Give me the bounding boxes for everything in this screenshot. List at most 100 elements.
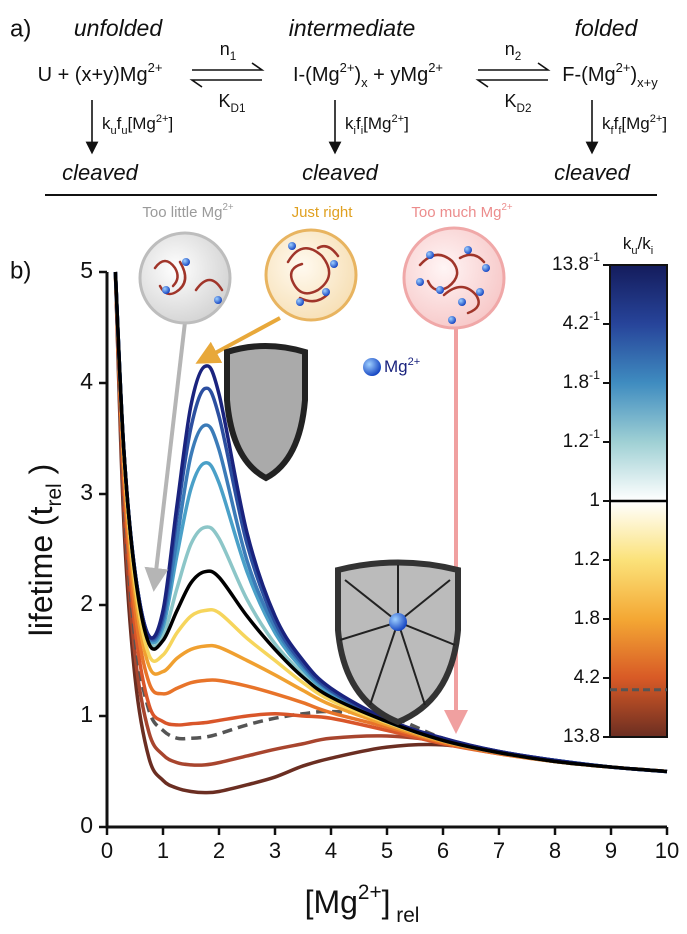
text-part: ] — [169, 114, 174, 133]
text-part: K — [505, 91, 517, 111]
text-part: f — [611, 125, 615, 137]
x-tick-label: 0 — [101, 838, 113, 863]
text-part: 4.2 — [574, 667, 600, 688]
species: I-(Mg2+)x + yMg2+ — [293, 60, 443, 90]
text-part: ) — [23, 464, 59, 484]
species: F-(Mg2+)x+y — [562, 60, 658, 90]
text-part: 1.8 — [563, 372, 589, 393]
y-tick-label: 0 — [80, 812, 93, 838]
text-part: 1 — [589, 490, 600, 511]
text-part: D2 — [517, 102, 532, 115]
text-part: k — [345, 114, 354, 133]
text-part: 4.2 — [563, 313, 589, 334]
state-label: unfolded — [74, 15, 163, 41]
x-tick-label: 4 — [325, 838, 337, 863]
panel-label: b) — [10, 257, 31, 284]
text-part: f — [614, 114, 619, 133]
text-part: ] — [404, 114, 409, 133]
text-part: u — [631, 245, 637, 257]
circle — [402, 226, 506, 330]
text-part: 2+ — [650, 113, 663, 125]
annotation: Just right — [292, 204, 354, 221]
text-part: k — [602, 114, 611, 133]
annotation: Too little Mg2+ — [142, 202, 233, 221]
colorbar-tick-label: 4.2-1 — [563, 309, 601, 334]
colorbar-tick-label: 1.8 — [574, 608, 600, 629]
cleavage-rate: kufu[Mg2+] — [102, 113, 173, 137]
text-part: n — [220, 39, 230, 59]
circle — [264, 228, 358, 322]
state-label: folded — [575, 15, 639, 41]
text-part: Mg — [384, 357, 408, 376]
product: cleaved — [62, 160, 139, 185]
text-part: 13.8 — [552, 254, 589, 275]
text-part: [Mg — [128, 114, 156, 133]
x-tick-label: 5 — [381, 838, 393, 863]
y-tick-label: 3 — [80, 479, 93, 505]
text-part: ) — [630, 64, 637, 86]
x-tick-label: 8 — [549, 838, 561, 863]
panel-label: a) — [10, 15, 31, 42]
ion-legend — [363, 358, 381, 376]
product: cleaved — [302, 160, 379, 185]
cleavage-rate: kifi[Mg2+] — [345, 113, 409, 137]
species: U + (x+y)Mg2+ — [38, 60, 163, 86]
x-tick-label: 1 — [157, 838, 169, 863]
text-part: f — [618, 125, 622, 137]
text-part: 2+ — [222, 202, 233, 213]
x-axis-title: [Mg2+] rel — [305, 881, 420, 927]
text-part: Too little Mg — [142, 204, 222, 221]
colorbar-tick-label: 1.8-1 — [563, 368, 601, 393]
y-tick-label: 4 — [80, 368, 93, 394]
text-part: -1 — [589, 309, 600, 323]
text-part: I-(Mg — [293, 64, 340, 86]
text-part: F-(Mg — [562, 64, 615, 86]
cracks — [339, 565, 456, 706]
y-axis-title: lifetime (trel ) — [23, 464, 66, 636]
text-part: Too much Mg — [411, 204, 501, 221]
rna — [153, 245, 486, 315]
text-part: i — [651, 245, 653, 257]
colorbar-tick-label: 1.2 — [574, 549, 600, 570]
text-part: 2+ — [392, 113, 405, 125]
colorbar-tick-label: 4.2 — [574, 667, 600, 688]
text-part: Just right — [292, 204, 354, 221]
text-part: k — [102, 114, 111, 133]
state-label: intermediate — [289, 15, 416, 41]
colorbar-tick-label: 1 — [589, 490, 600, 511]
text-part: 2+ — [156, 113, 169, 125]
colorbar-tick-label: 13.8 — [563, 726, 600, 747]
text-part: /k — [637, 234, 651, 253]
colorbar-label: ku/ki — [623, 234, 653, 256]
y-tick-label: 5 — [80, 257, 93, 283]
x-tick-label: 7 — [493, 838, 505, 863]
y-tick-label: 1 — [80, 701, 93, 727]
rate-label: KD2 — [505, 91, 532, 115]
series-line — [113, 271, 668, 774]
rate-label: n1 — [220, 39, 237, 63]
text-part: u — [111, 125, 117, 137]
text-part: -1 — [589, 250, 600, 264]
reaction-scheme: a) unfolded intermediate folded U + (x+y… — [10, 15, 667, 196]
arrow — [195, 316, 281, 364]
text-part: 2 — [515, 50, 522, 63]
arrow — [144, 321, 187, 592]
x-tick-label: 9 — [605, 838, 617, 863]
x-tick-label: 3 — [269, 838, 281, 863]
annotation: Too much Mg2+ — [411, 202, 512, 221]
text-part: x — [361, 75, 368, 90]
ion — [389, 613, 407, 631]
annotation: Mg2+ — [384, 356, 420, 377]
text-part: 2+ — [501, 202, 512, 213]
text-part: -1 — [589, 368, 600, 382]
text-part: 1 — [230, 50, 237, 63]
text-part: ) — [354, 64, 361, 86]
text-part: D1 — [231, 102, 246, 115]
text-part: 2+ — [358, 881, 382, 904]
text-part: lifetime (t — [23, 506, 59, 636]
text-part: u — [121, 125, 127, 137]
broken-shield — [335, 559, 461, 726]
text-part: [Mg — [621, 114, 649, 133]
shield — [224, 343, 308, 482]
text-part: [Mg — [305, 884, 358, 920]
